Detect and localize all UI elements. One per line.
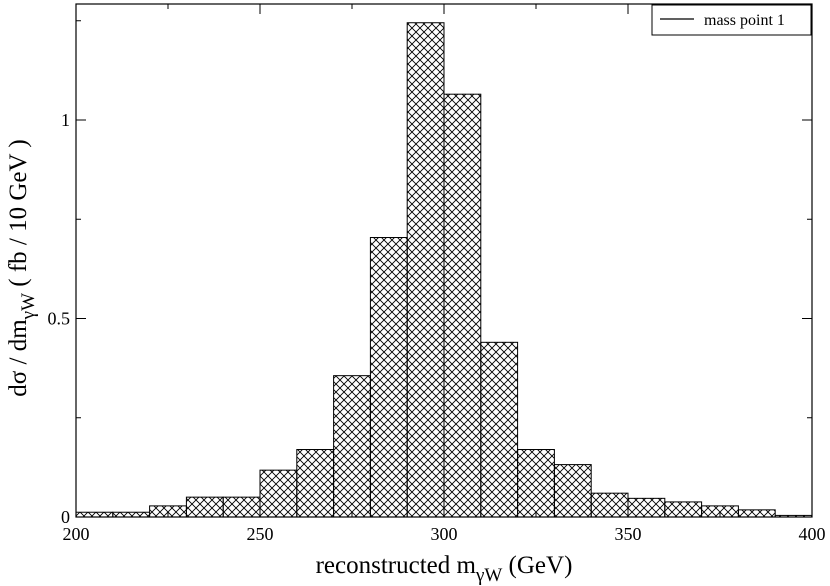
x-axis-title: reconstructed mγW (GeV)	[316, 552, 573, 586]
histogram-bar	[737, 509, 776, 518]
x-tick-label: 400	[799, 524, 826, 544]
y-tick-label: 0.5	[48, 309, 71, 329]
histogram-bar	[259, 469, 298, 518]
y-axis-title-main: dσ / dm	[5, 319, 32, 397]
y-axis-title-subscript: γW	[18, 293, 39, 320]
histogram-bar	[222, 496, 261, 518]
histogram-bar	[590, 492, 629, 518]
x-axis-title-subscript: γW	[475, 565, 502, 586]
x-tick-label: 350	[615, 524, 642, 544]
x-axis-title-main: reconstructed m	[316, 552, 477, 579]
histogram-bar	[664, 501, 703, 518]
histogram-bars	[75, 22, 813, 518]
histogram-bar	[627, 497, 666, 518]
histogram-bar	[553, 464, 592, 518]
histogram-bar	[75, 511, 114, 518]
histogram-bar	[480, 341, 519, 518]
histogram-bar	[369, 237, 408, 518]
x-axis-title-unit: (GeV)	[502, 552, 572, 579]
histogram-bar	[406, 22, 445, 518]
histogram-bar	[296, 449, 335, 518]
y-tick-labels: 00.51	[48, 110, 71, 527]
x-tick-label: 250	[247, 524, 274, 544]
legend-box	[651, 4, 812, 36]
y-axis-title: dσ / dmγW ( fb / 10 GeV )	[5, 139, 39, 396]
histogram-bar	[112, 511, 151, 518]
x-tick-label: 200	[63, 524, 90, 544]
histogram-bar	[517, 449, 555, 518]
x-tick-label: 300	[431, 524, 458, 544]
histogram-bar	[443, 93, 482, 518]
plot-frame	[75, 3, 813, 518]
histogram-bar	[185, 496, 224, 518]
y-axis-title-unit: ( fb / 10 GeV )	[5, 139, 32, 293]
legend: mass point 1	[651, 4, 812, 36]
y-tick-label: 1	[61, 110, 70, 130]
legend-label: mass point 1	[704, 12, 785, 29]
y-tick-label: 0	[61, 507, 70, 527]
x-tick-labels: 200 250 300 350 400	[63, 524, 826, 544]
histogram-bar	[333, 375, 371, 518]
